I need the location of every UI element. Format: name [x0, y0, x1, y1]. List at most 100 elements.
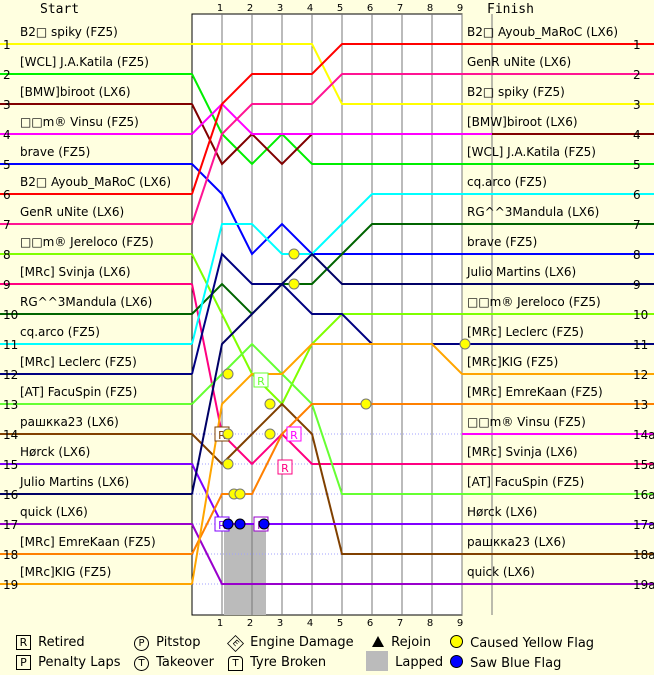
start-driver-label: [MRc]KIG (FZ5) — [20, 565, 111, 579]
start-driver-label: [BMW]biroot (LX6) — [20, 85, 131, 99]
start-position-number: 10 — [3, 308, 18, 322]
lap-tick-label-top: 9 — [457, 3, 463, 14]
start-position-number: 1 — [3, 38, 11, 52]
yellow-flag-icon — [450, 635, 463, 648]
legend-blue-flag: Saw Blue Flag — [450, 655, 561, 671]
finish-driver-label: □□m® Vinsu (FZ5) — [467, 415, 586, 429]
series-line — [191, 193, 492, 345]
start-driver-label: [AT] FacuSpin (FZ5) — [20, 385, 137, 399]
finish-position-number: 3 — [633, 98, 641, 112]
series-line — [191, 252, 492, 495]
finish-driver-label: B2□ spiky (FZ5) — [467, 85, 565, 99]
series-line — [192, 43, 492, 105]
yellow-flag-point — [264, 428, 276, 440]
retired-marker: R — [277, 459, 293, 475]
series-line — [191, 523, 492, 585]
start-driver-label: [MRc] EmreKaan (FZ5) — [20, 535, 156, 549]
start-driver-label: Julio Martins (LX6) — [19, 475, 129, 489]
finish-driver-label: [MRc] Svinja (LX6) — [467, 445, 578, 459]
start-position-number: 13 — [3, 398, 18, 412]
finish-position-number: 5 — [633, 158, 641, 172]
lap-tick-label-bottom: 2 — [247, 618, 253, 629]
start-driver-label: GenR uNite (LX6) — [20, 205, 124, 219]
blue-flag-point — [258, 518, 270, 530]
start-driver-label: рашкка23 (LX6) — [20, 415, 119, 429]
legend-yellow-flag: Caused Yellow Flag — [450, 635, 594, 651]
legend-penalty-laps: P Penalty Laps — [16, 655, 121, 670]
start-position-number: 18 — [3, 548, 18, 562]
yellow-flag-point — [288, 278, 300, 290]
takeover-icon: T — [134, 656, 149, 671]
blue-flag-icon — [450, 655, 463, 668]
finish-driver-label: [MRc]KIG (FZ5) — [467, 355, 558, 369]
yellow-flag-point — [360, 398, 372, 410]
start-driver-label: Hørck (LX6) — [20, 445, 90, 459]
finish-driver-label: Julio Martins (LX6) — [466, 265, 576, 279]
lap-tick-label-bottom: 8 — [427, 618, 433, 629]
start-position-number: 8 — [3, 248, 11, 262]
lapped-region — [224, 524, 266, 615]
retired-marker: R — [286, 426, 302, 442]
yellow-flag-point — [222, 458, 234, 470]
lap-tick-label-top: 2 — [247, 3, 253, 14]
series-line — [191, 43, 492, 195]
series-line — [191, 73, 492, 166]
start-driver-label: brave (FZ5) — [20, 145, 90, 159]
start-position-number: 15 — [3, 458, 18, 472]
finish-position-number: 14a — [633, 428, 654, 442]
lap-tick-label-bottom: 6 — [367, 618, 373, 629]
yellow-flag-point — [288, 248, 300, 260]
legend-pitstop-label: Pitstop — [156, 635, 201, 650]
rejoin-icon — [372, 636, 384, 647]
start-position-number: 6 — [3, 188, 11, 202]
series-line — [191, 343, 492, 585]
finish-position-number: 2 — [633, 68, 641, 82]
legend-takeover-label: Takeover — [156, 655, 214, 670]
legend-retired-label: Retired — [38, 635, 85, 650]
retired-marker-label: R — [281, 462, 289, 475]
finish-driver-label: [MRc] EmreKaan (FZ5) — [467, 385, 603, 399]
lap-tick-label-bottom: 5 — [337, 618, 343, 629]
start-driver-label: [WCL] J.A.Katila (FZ5) — [20, 55, 149, 69]
retired-marker-label: R — [290, 429, 298, 442]
yellow-flag-point — [222, 428, 234, 440]
lap-tick-label-bottom: 3 — [277, 618, 283, 629]
finish-driver-label: quick (LX6) — [467, 565, 535, 579]
yellow-flag-point — [222, 368, 234, 380]
tyre-broken-icon: T — [228, 656, 243, 671]
retired-marker-box — [286, 426, 302, 442]
lap-tick-label-top: 5 — [337, 3, 343, 14]
legend-tyre-broken: T Tyre Broken — [228, 655, 326, 671]
finish-driver-label: cq.arco (FZ5) — [467, 175, 547, 189]
finish-position-number: 15a — [633, 458, 654, 472]
start-driver-label: □□m® Vinsu (FZ5) — [20, 115, 139, 129]
finish-position-number: 1 — [633, 38, 641, 52]
lapped-swatch — [366, 651, 388, 671]
lap-tick-label-bottom: 7 — [397, 618, 403, 629]
finish-driver-label: RG^^3Mandula (LX6) — [467, 205, 599, 219]
start-header: Start — [40, 2, 80, 17]
series-line — [191, 223, 492, 316]
legend-blue-flag-label: Saw Blue Flag — [470, 656, 562, 671]
penalty-laps-icon: P — [16, 655, 31, 670]
start-driver-label: RG^^3Mandula (LX6) — [20, 295, 152, 309]
pitstop-icon: P — [134, 636, 149, 651]
legend-tyre-broken-label: Tyre Broken — [250, 655, 327, 670]
start-position-number: 16 — [3, 488, 18, 502]
blue-flag-point — [222, 518, 234, 530]
start-driver-label: [MRc] Leclerc (FZ5) — [20, 355, 137, 369]
retired-marker: R — [253, 372, 269, 388]
finish-position-number: 7 — [633, 218, 641, 232]
finish-position-number: 10 — [633, 308, 648, 322]
start-position-number: 12 — [3, 368, 18, 382]
legend-rejoin-label: Rejoin — [391, 635, 432, 650]
start-driver-label: B2□ Ayoub_MaRoC (LX6) — [20, 175, 171, 189]
finish-position-number: 9 — [633, 278, 641, 292]
yellow-flag-point — [264, 398, 276, 410]
lap-tick-label-top: 7 — [397, 3, 403, 14]
start-driver-label: quick (LX6) — [20, 505, 88, 519]
legend-engine-damage-label: Engine Damage — [250, 635, 354, 650]
series-line — [191, 283, 492, 466]
